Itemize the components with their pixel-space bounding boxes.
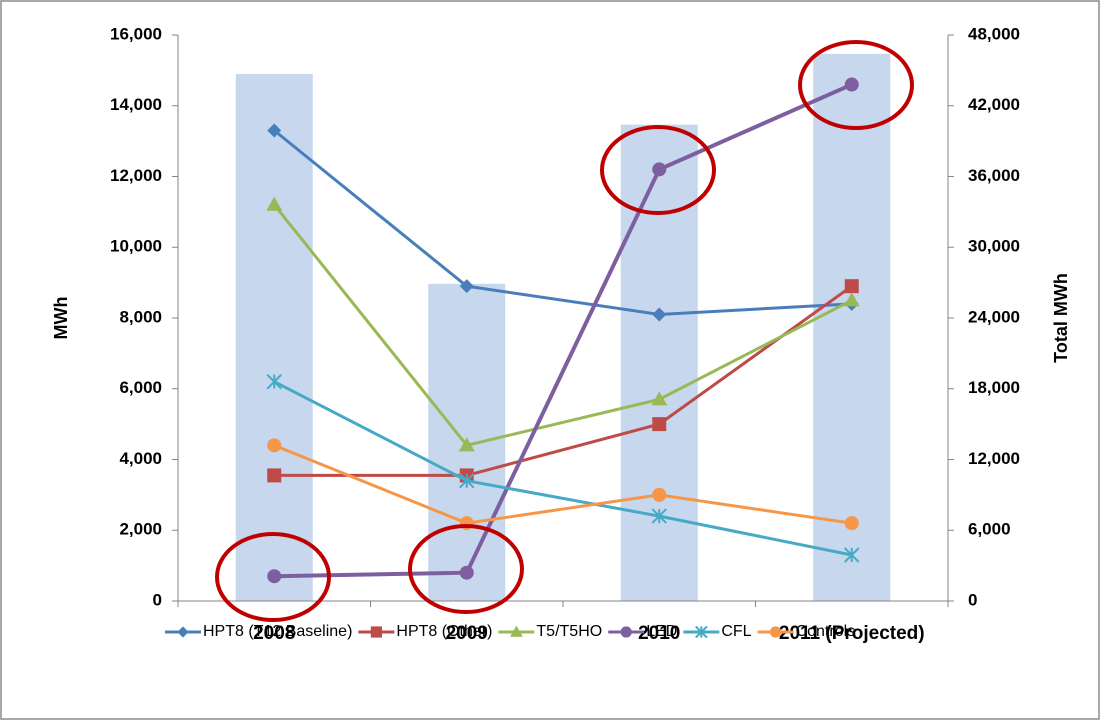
marker bbox=[459, 473, 475, 489]
bar bbox=[620, 124, 698, 601]
legend-item: T5/T5HO bbox=[498, 623, 602, 640]
marker bbox=[844, 547, 860, 563]
y-tick-label: 16,000 bbox=[110, 24, 162, 43]
y-axis-title: MWh bbox=[51, 297, 71, 340]
legend-item: HPT8 (Other) bbox=[358, 623, 492, 640]
marker bbox=[370, 626, 382, 638]
legend-item: CFL bbox=[683, 623, 752, 640]
x-tick-label: 2008 bbox=[253, 623, 295, 644]
marker bbox=[652, 307, 667, 322]
y2-tick-label: 30,000 bbox=[968, 237, 1020, 256]
marker bbox=[177, 626, 189, 638]
y2-tick-label: 42,000 bbox=[968, 95, 1020, 114]
series-line bbox=[273, 380, 853, 557]
y-tick-label: 0 bbox=[153, 590, 162, 609]
legend-label: T5/T5HO bbox=[536, 623, 602, 640]
y2-tick-label: 48,000 bbox=[968, 24, 1020, 43]
marker bbox=[769, 626, 782, 638]
y2-axis-title: Total MWh bbox=[1051, 273, 1071, 363]
marker bbox=[266, 196, 283, 211]
annotation-circle bbox=[600, 125, 716, 215]
marker bbox=[651, 391, 668, 406]
marker bbox=[844, 77, 859, 92]
marker bbox=[695, 625, 708, 639]
marker bbox=[267, 123, 282, 138]
legend: HPT8 (T12 Baseline) HPT8 (Other) T5/T5HO LE… bbox=[165, 623, 855, 640]
x-tick-label: 2011 (Projected) bbox=[779, 623, 925, 644]
marker bbox=[459, 279, 474, 294]
y-tick-label: 14,000 bbox=[110, 95, 162, 114]
y2-tick-label: 24,000 bbox=[968, 307, 1020, 326]
legend-label: CFL bbox=[721, 623, 751, 640]
annotation-circle bbox=[798, 40, 914, 130]
marker bbox=[510, 625, 523, 637]
marker bbox=[267, 438, 282, 453]
marker bbox=[844, 516, 859, 531]
annotation-circle bbox=[408, 524, 524, 614]
x-tick-label: 2009 bbox=[446, 623, 488, 644]
series-line bbox=[274, 284, 853, 477]
bar bbox=[235, 73, 313, 602]
series-line bbox=[273, 443, 852, 525]
marker bbox=[651, 508, 667, 524]
marker bbox=[843, 292, 860, 307]
series-line bbox=[273, 129, 852, 316]
legend-label: Controls bbox=[796, 623, 856, 640]
y-tick-label: 4,000 bbox=[119, 449, 162, 468]
y2-tick-label: 18,000 bbox=[968, 378, 1020, 397]
marker bbox=[844, 279, 859, 294]
y2-tick-label: 36,000 bbox=[968, 166, 1020, 185]
marker bbox=[652, 487, 667, 502]
marker bbox=[652, 417, 667, 432]
legend-label: HPT8 (T12 Baseline) bbox=[203, 623, 352, 640]
legend-label: HPT8 (Other) bbox=[396, 623, 492, 640]
legend-item: Controls bbox=[757, 623, 856, 640]
marker bbox=[620, 626, 632, 638]
y2-tick-label: 12,000 bbox=[968, 449, 1020, 468]
marker bbox=[266, 373, 282, 390]
bar bbox=[813, 53, 891, 602]
marker bbox=[459, 565, 474, 580]
x-tick-label: 2010 bbox=[638, 623, 680, 644]
marker bbox=[652, 162, 667, 177]
legend-label: LED bbox=[646, 623, 677, 640]
annotation-circle bbox=[215, 532, 331, 622]
series-line bbox=[274, 82, 853, 579]
y2-tick-label: 0 bbox=[968, 590, 977, 609]
marker bbox=[267, 569, 282, 584]
legend-item: LED bbox=[608, 623, 677, 640]
y-tick-label: 2,000 bbox=[119, 520, 162, 539]
marker bbox=[458, 437, 475, 452]
legend-item: HPT8 (T12 Baseline) bbox=[165, 623, 352, 640]
y-tick-label: 6,000 bbox=[119, 378, 162, 397]
y-tick-label: 8,000 bbox=[119, 307, 162, 326]
series-line bbox=[273, 203, 853, 448]
y2-tick-label: 6,000 bbox=[968, 520, 1011, 539]
marker bbox=[267, 468, 282, 483]
y-tick-label: 10,000 bbox=[110, 237, 162, 256]
y-tick-label: 12,000 bbox=[110, 166, 162, 185]
